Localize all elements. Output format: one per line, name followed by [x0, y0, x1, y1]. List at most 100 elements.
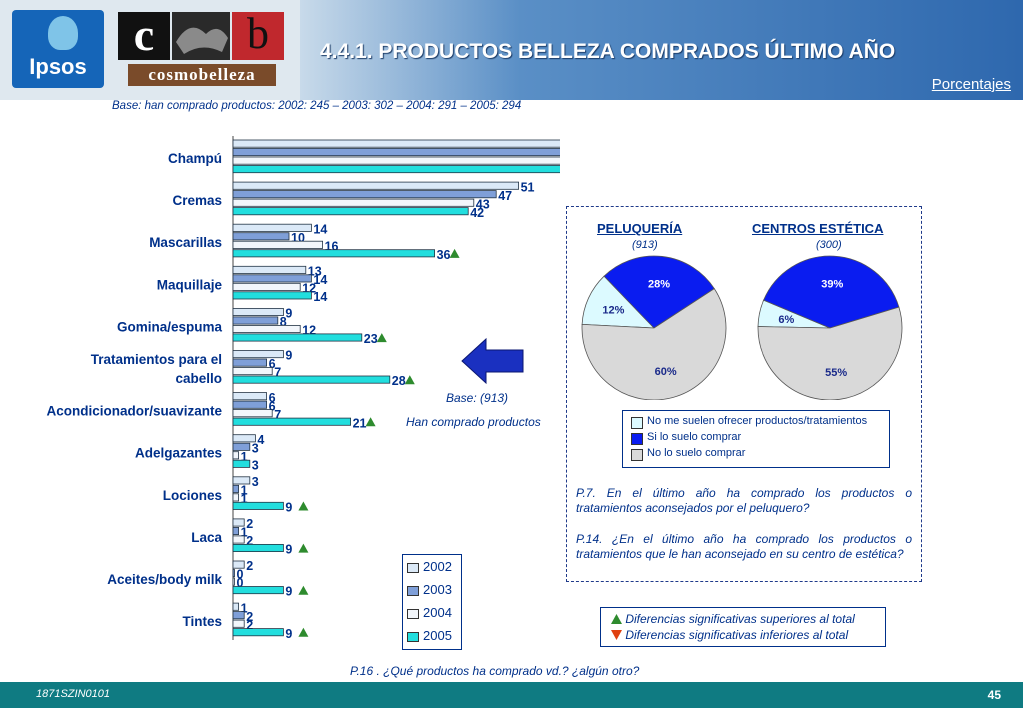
bar-2005 [232, 586, 284, 595]
bar-2002 [232, 181, 520, 190]
bar-2002 [232, 392, 267, 401]
legend-item-2003: 2003 [407, 580, 461, 602]
data-label: 6 [269, 399, 276, 413]
legend-swatch-2002 [407, 563, 419, 573]
data-label: 3 [252, 458, 259, 472]
pie-value-label: 12% [602, 305, 624, 317]
pie-subtitle-peluqueria: (913) [632, 239, 658, 251]
data-label: 43 [476, 197, 490, 211]
pie-legend-swatch-si [631, 433, 643, 445]
data-label: 14 [313, 273, 327, 287]
legend-item-2004: 2004 [407, 603, 461, 625]
data-label: 1 [241, 492, 248, 506]
bar-2005 [232, 543, 284, 552]
legend-item-2005: 2005 [407, 626, 461, 648]
significance-up-marker [404, 375, 415, 385]
data-label: 1 [241, 601, 248, 615]
data-label: 0 [237, 568, 244, 582]
bar-2004 [232, 198, 475, 207]
bar-2005 [232, 165, 560, 174]
significance-up-marker [449, 248, 460, 258]
data-label: 2 [246, 559, 253, 573]
triangle-up-icon [611, 614, 622, 624]
bar-2002 [232, 434, 256, 443]
arrow-note-text: Han comprado productos [406, 415, 541, 429]
cosmo-logo-text: cosmobelleza [128, 64, 276, 86]
data-label: 36 [437, 248, 451, 262]
category-label: Lociones [163, 488, 222, 503]
pie-value-label: 55% [825, 367, 847, 379]
category-label: Acondicionador/suavizante [46, 404, 222, 419]
significance-legend: Diferencias significativas superiores al… [600, 607, 886, 647]
bar-2002 [232, 350, 284, 359]
bar-2004 [232, 493, 239, 502]
pie-slice [763, 255, 900, 329]
bar-2003 [232, 400, 267, 409]
data-label: 1 [241, 450, 248, 464]
category-label: cabello [175, 371, 222, 386]
legend-swatch-2005 [407, 632, 419, 642]
data-label: 2 [246, 517, 253, 531]
bar-2002 [232, 518, 245, 527]
category-label: Cremas [172, 193, 222, 208]
bar-2003 [232, 274, 312, 283]
pie-value-label: 39% [821, 278, 843, 290]
data-label: 42 [470, 206, 484, 220]
data-label: 3 [252, 475, 259, 489]
bar-2003 [232, 526, 239, 535]
pie-slice [757, 306, 903, 400]
data-label: 28 [392, 374, 406, 388]
bar-2004 [232, 367, 273, 376]
bar-2004 [232, 619, 245, 628]
bar-2002 [232, 602, 239, 611]
data-label: 6 [269, 357, 276, 371]
data-label: 1 [241, 526, 248, 540]
significance-up-marker [298, 585, 309, 595]
legend-item-2002: 2002 [407, 557, 461, 579]
significance-up-marker [298, 543, 309, 553]
pie-section [566, 206, 922, 582]
category-label: Mascarillas [149, 235, 222, 250]
data-label: 2 [246, 610, 253, 624]
bar-2003 [232, 484, 239, 493]
data-label: 4 [257, 433, 264, 447]
data-label: 2 [246, 534, 253, 548]
pie-value-label: 28% [648, 279, 670, 291]
pie-legend-label: No lo suelo comprar [647, 447, 746, 459]
triangle-down-icon [611, 630, 622, 640]
bar-2005 [232, 459, 251, 468]
bar-2003 [232, 442, 251, 451]
bar-2004 [232, 451, 239, 460]
category-label: Aceites/body milk [107, 572, 222, 587]
pie-value-label: 6% [778, 314, 794, 326]
significance-up-marker [376, 333, 387, 343]
bar-2004 [232, 156, 560, 165]
bar-2002 [232, 265, 307, 274]
bar-2002 [232, 139, 560, 148]
legend-label-2004: 2004 [423, 605, 452, 620]
data-label: 23 [364, 332, 378, 346]
arrow-base-note: Base: (913) [446, 391, 509, 405]
data-label: 9 [285, 627, 292, 641]
logo-area: Ipsos c b cosmobelleza [0, 0, 300, 100]
cosmo-b-icon: b [232, 12, 284, 60]
pie-title-peluqueria: PELUQUERÍA [597, 221, 683, 236]
data-label: 0 [237, 576, 244, 590]
footer-code: 1871SZIN0101 [36, 688, 110, 700]
data-label: 9 [285, 349, 292, 363]
data-label: 14 [313, 222, 327, 236]
bar-2005 [232, 628, 284, 637]
legend-label-2005: 2005 [423, 628, 452, 643]
bar-2004 [232, 240, 323, 249]
bar-2005 [232, 501, 284, 510]
data-label: 21 [353, 416, 367, 430]
data-label: 6 [269, 391, 276, 405]
legend-swatch-2004 [407, 609, 419, 619]
bar-chart: Champú65656061Cremas51474342Mascarillas1… [46, 136, 560, 641]
significance-up-marker [298, 501, 309, 511]
question-p16: P.16 . ¿Qué productos ha comprado vd.? ¿… [350, 664, 640, 678]
bar-2003 [232, 316, 279, 325]
pie-chart-estetica: 6% 39% 55% [757, 255, 903, 400]
significance-down-row: Diferencias significativas inferiores al… [611, 628, 848, 644]
data-label: 2 [246, 618, 253, 632]
